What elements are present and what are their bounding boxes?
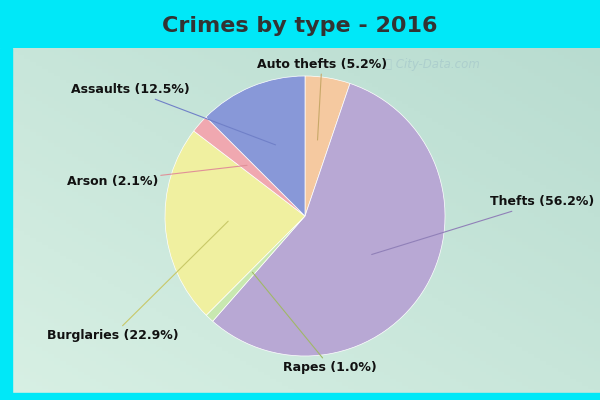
Bar — [0, 393, 600, 400]
Text: Auto thefts (5.2%): Auto thefts (5.2%) — [257, 58, 387, 140]
Wedge shape — [212, 84, 445, 356]
Text: ⓘ City-Data.com: ⓘ City-Data.com — [385, 58, 480, 71]
Wedge shape — [206, 216, 305, 321]
Text: Assaults (12.5%): Assaults (12.5%) — [71, 84, 275, 145]
Text: Rapes (1.0%): Rapes (1.0%) — [253, 272, 377, 374]
Text: Crimes by type - 2016: Crimes by type - 2016 — [162, 16, 438, 36]
Bar — [0, 48, 12, 400]
Text: Thefts (56.2%): Thefts (56.2%) — [371, 196, 594, 254]
Text: Arson (2.1%): Arson (2.1%) — [67, 165, 247, 188]
Wedge shape — [305, 76, 350, 216]
Wedge shape — [206, 76, 305, 216]
Wedge shape — [194, 117, 305, 216]
Wedge shape — [165, 131, 305, 315]
Text: Burglaries (22.9%): Burglaries (22.9%) — [47, 221, 228, 342]
